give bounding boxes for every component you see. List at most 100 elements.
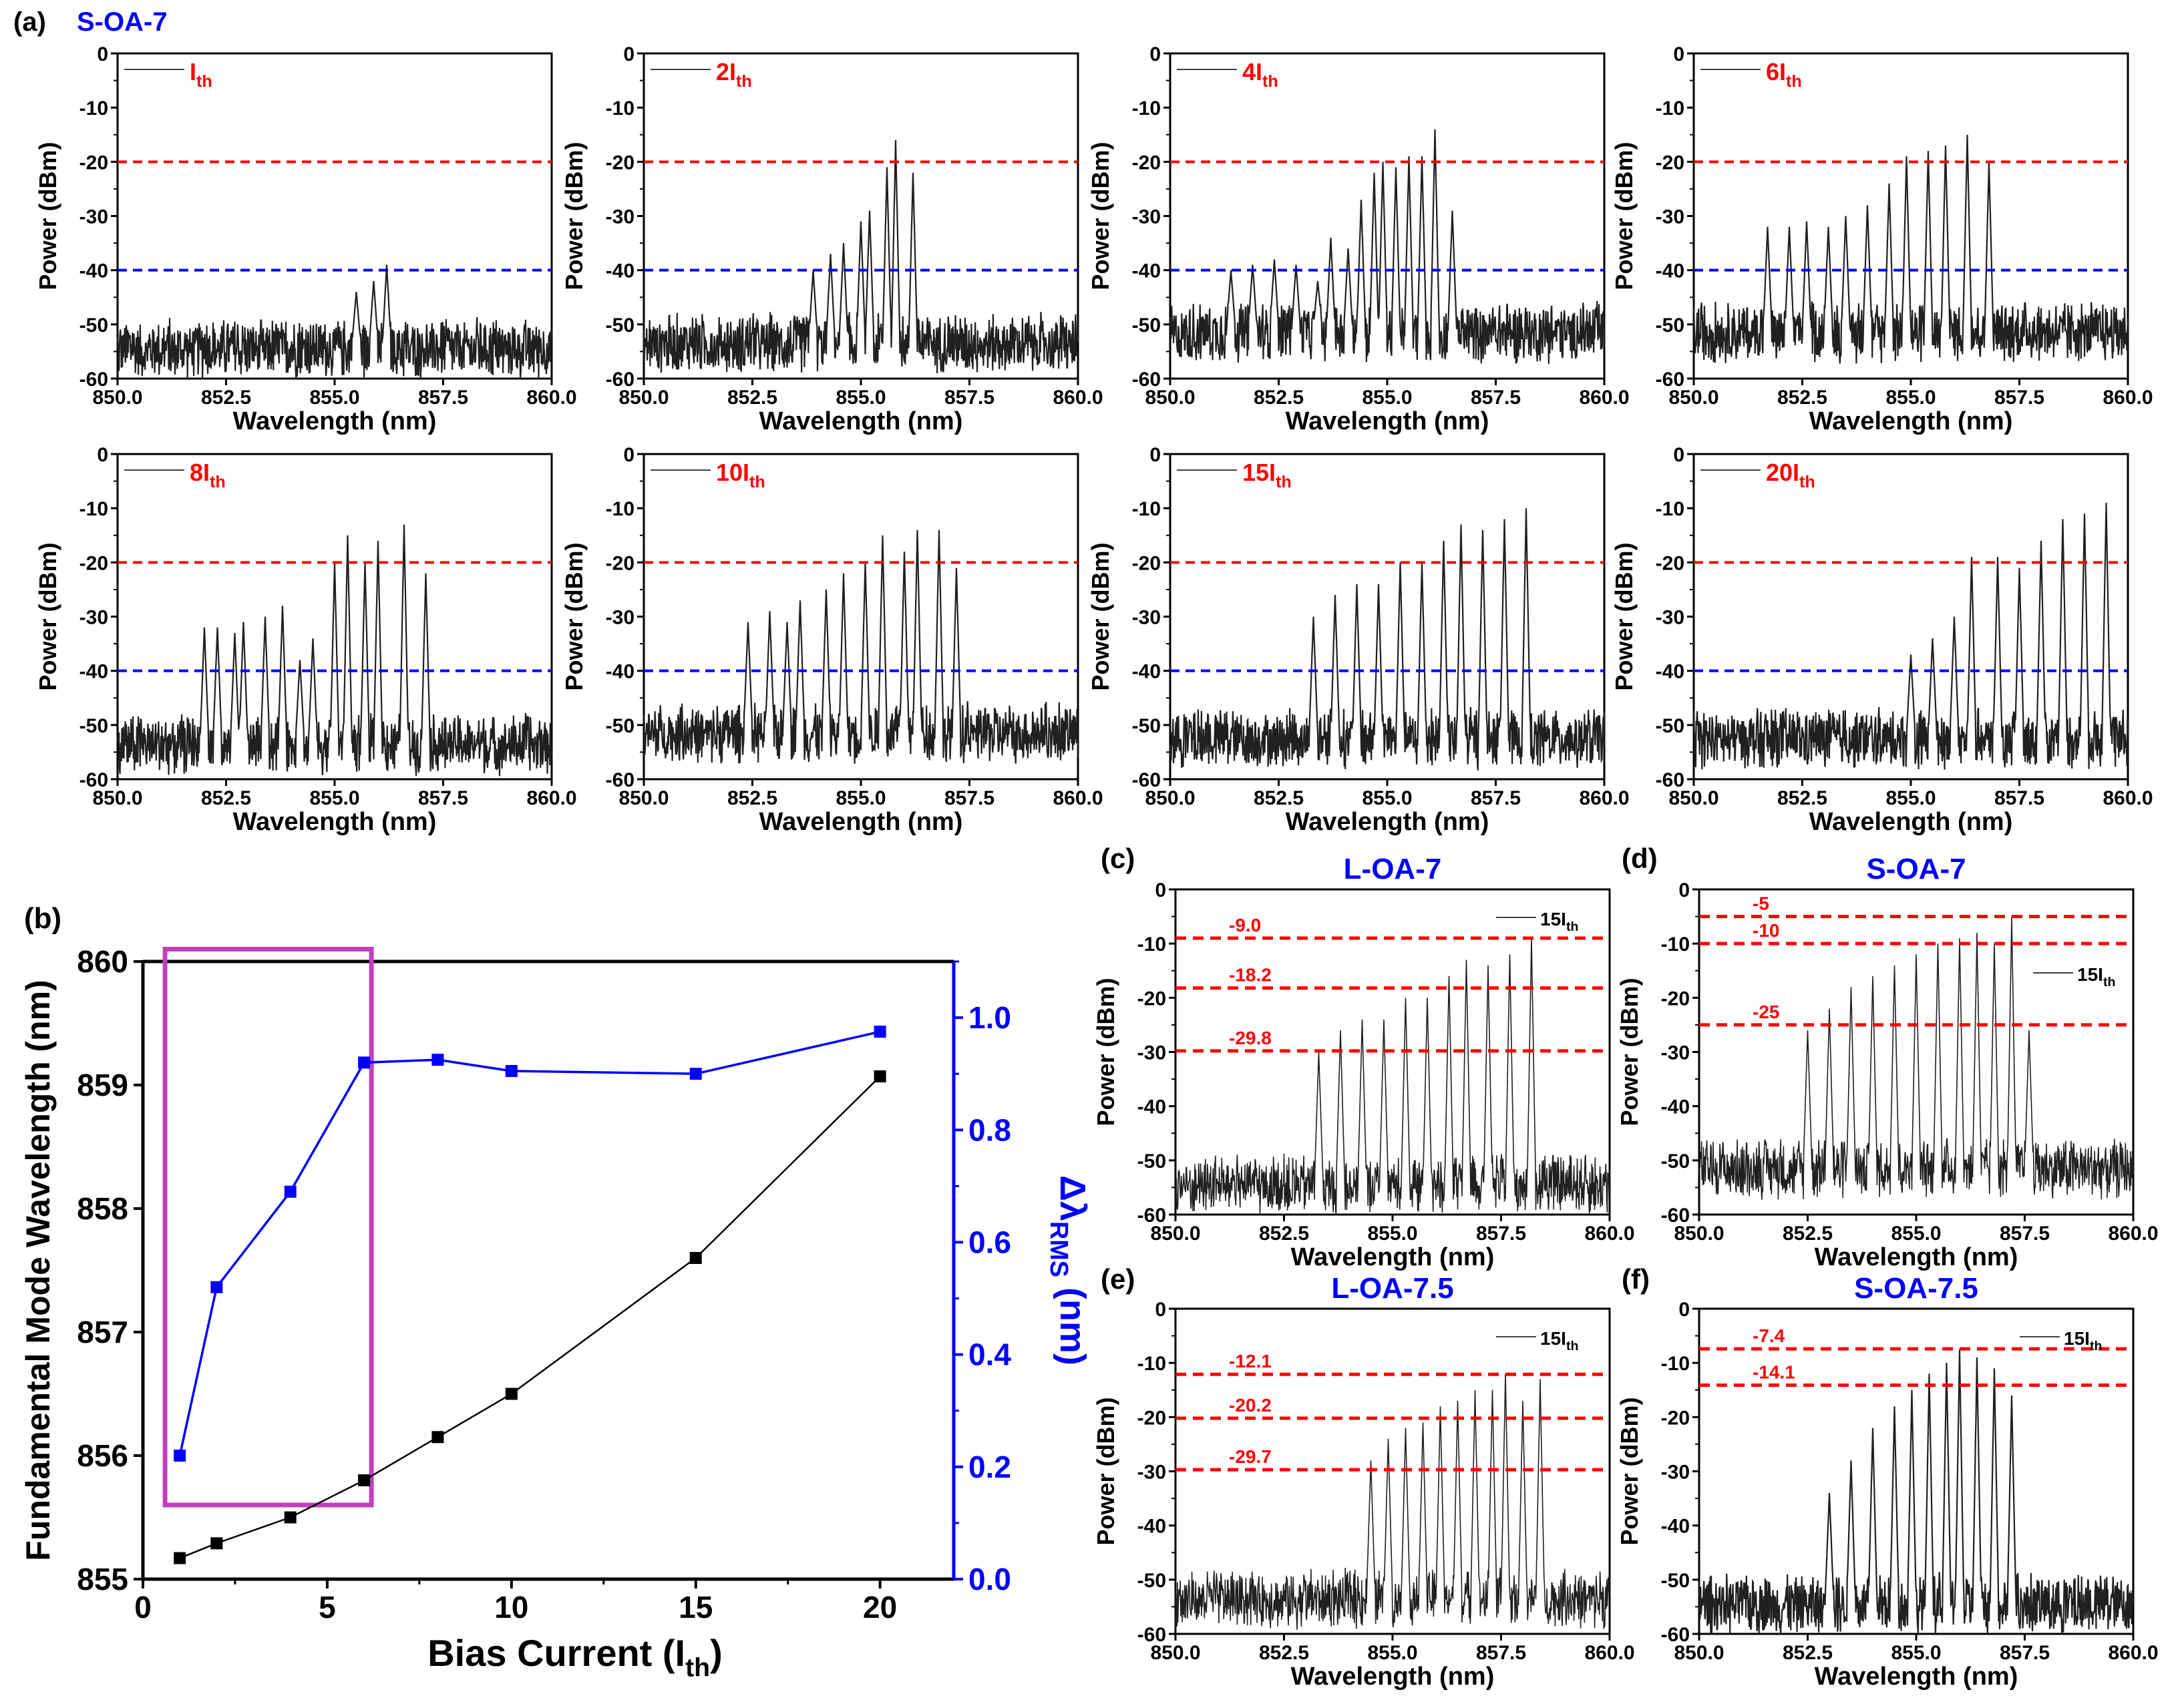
- panel-b-xlabel-close: ): [710, 1632, 723, 1674]
- subplot-Ith-ytick-label: -30: [79, 206, 108, 228]
- subplot-4Ith-ytick-label: -10: [1132, 97, 1161, 120]
- subplot-6Ith-xlabel: Wavelength (nm): [1809, 407, 2013, 435]
- legend-label-2Ith-main: 2I: [716, 58, 736, 85]
- subplot-Ith-ylabel: Power (dBm): [34, 142, 61, 290]
- panel-b-ylabel-right-main: Δλ: [1053, 1175, 1093, 1221]
- point-fundamental-wavelength: [431, 1431, 444, 1444]
- subplot-4Ith-ytick-label: 0: [1149, 43, 1161, 65]
- panel-d-xtick-label: 857.5: [2000, 1223, 2050, 1245]
- subplot-4Ith-ytick-label: -60: [1132, 369, 1161, 391]
- subplot-15Ith-spectrum-trace: [1169, 508, 1606, 771]
- subplot-15Ith-xlabel: Wavelength (nm): [1286, 808, 1489, 836]
- subplot-10Ith-xtick-label: 857.5: [944, 787, 994, 809]
- legend-label-4Ith-sub: th: [1262, 72, 1278, 91]
- panel-d-ytick-label: -30: [1661, 1042, 1690, 1064]
- panel-d-legend-label: 15Ith: [2077, 964, 2115, 990]
- panel-d-ytick-label: -20: [1661, 988, 1690, 1010]
- subplot-6Ith-spectrum-trace: [1692, 134, 2129, 364]
- legend-label-15Ith-main: 15I: [1242, 459, 1276, 486]
- point-fundamental-wavelength: [505, 1387, 518, 1400]
- subplot-Ith-xtick-label: 857.5: [418, 387, 468, 409]
- panel-c-legend-label: 15Ith: [1540, 909, 1578, 934]
- legend-label-2Ith: 2Ith: [716, 58, 752, 91]
- panel-c-spectrum-trace: [1175, 937, 1610, 1215]
- subplot-15Ith-xtick-label: 855.0: [1362, 787, 1412, 809]
- legend-label-Ith-main: I: [190, 58, 196, 85]
- point-rms-linewidth: [210, 1281, 223, 1293]
- subplot-6Ith-ytick-label: -10: [1656, 97, 1684, 120]
- subplot-15Ith-ytick-label: -10: [1132, 498, 1161, 520]
- point-rms-linewidth: [689, 1068, 702, 1080]
- subplot-Ith-ytick-label: -20: [79, 152, 108, 174]
- point-rms-linewidth: [284, 1185, 297, 1198]
- panel-f-spectrum-trace: [1698, 1349, 2135, 1635]
- panel-d-label: (d): [1622, 843, 1658, 874]
- panel-b-ylabel-left: Fundamental Mode Wavelength (nm): [19, 980, 57, 1560]
- panel-c-label: (c): [1101, 843, 1135, 874]
- subplot-Ith-xtick-label: 852.5: [201, 387, 251, 409]
- panel-b-xlabel-sub: th: [685, 1654, 710, 1683]
- legend-label-Ith: Ith: [190, 58, 212, 91]
- panel-e-xtick-label: 855.0: [1367, 1642, 1417, 1664]
- panel-b-xtick-label: 10: [494, 1590, 528, 1625]
- panel-d-ref-label: -25: [1753, 1002, 1779, 1022]
- panel-d-ref-label: -10: [1753, 920, 1779, 941]
- panel-f-legend-label-main: 15I: [2064, 1328, 2090, 1349]
- subplot-10Ith-ytick-label: -60: [606, 769, 634, 791]
- subplot-20Ith-xtick-label: 857.5: [1994, 787, 2044, 809]
- subplot-6Ith-ytick-label: -60: [1656, 369, 1684, 391]
- subplot-15Ith-ytick-label: -40: [1132, 661, 1161, 683]
- panel-b-xtick-label: 5: [319, 1590, 336, 1625]
- panel-f-label: (f): [1622, 1263, 1650, 1295]
- subplot-Ith-xlabel: Wavelength (nm): [233, 407, 437, 435]
- panel-c-sample-title: L-OA-7: [1344, 853, 1442, 885]
- panel-b-label: (b): [24, 902, 61, 935]
- panel-b-xtick-label: 0: [134, 1590, 152, 1625]
- point-rms-linewidth: [174, 1450, 186, 1462]
- panel-b-ytick-left-label: 858: [77, 1191, 128, 1226]
- subplot-4Ith-ytick-label: -50: [1132, 314, 1161, 337]
- panel-b-ylabel-right-close: (nm): [1053, 1277, 1093, 1365]
- subplot-20Ith-spectrum-trace: [1692, 502, 2129, 770]
- panel-b-ytick-left-label: 860: [77, 944, 128, 979]
- panel-c-xtick-label: 857.5: [1476, 1223, 1526, 1245]
- panel-e-xtick-label: 850.0: [1150, 1642, 1200, 1664]
- subplot-2Ith-xtick-label: 860.0: [1053, 387, 1103, 409]
- subplot-20Ith-ylabel: Power (dBm): [1610, 542, 1638, 690]
- subplot-10Ith-xtick-label: 860.0: [1053, 787, 1103, 809]
- panel-f-xtick-label: 857.5: [2000, 1642, 2050, 1664]
- panel-c-ref-label: -29.8: [1229, 1028, 1272, 1048]
- panel-d-ref-label: -5: [1753, 893, 1769, 914]
- subplot-2Ith-xtick-label: 857.5: [944, 387, 994, 409]
- panel-c-ref-label: -9.0: [1229, 915, 1261, 935]
- subplot-15Ith-ytick-label: -20: [1132, 552, 1161, 574]
- legend-label-10Ith: 10Ith: [716, 459, 765, 491]
- point-fundamental-wavelength: [174, 1552, 186, 1564]
- legend-label-10Ith-sub: th: [749, 473, 765, 491]
- subplot-6Ith-ytick-label: -40: [1656, 260, 1684, 282]
- subplot-2Ith-ytick-label: -60: [606, 369, 634, 391]
- panel-b-ylabel-right: ΔλRMS (nm): [1045, 1175, 1093, 1365]
- subplot-2Ith-spectrum-trace: [643, 140, 1079, 374]
- subplot-4Ith-xtick-label: 857.5: [1471, 387, 1521, 409]
- subplot-15Ith-ytick-label: 0: [1149, 444, 1161, 466]
- legend-label-20Ith-sub: th: [1799, 473, 1815, 491]
- subplot-15Ith-ytick-label: -50: [1132, 715, 1161, 737]
- panel-d-spectrum-trace: [1698, 916, 2134, 1200]
- subplot-6Ith-ytick-label: -50: [1656, 314, 1684, 337]
- subplot-2Ith-ytick-label: -20: [606, 152, 634, 174]
- subplot-15Ith-ylabel: Power (dBm): [1087, 542, 1114, 690]
- subplot-8Ith-xtick-label: 852.5: [201, 787, 251, 809]
- panel-f-ytick-label: 0: [1678, 1299, 1690, 1321]
- subplot-4Ith-xlabel: Wavelength (nm): [1286, 407, 1489, 435]
- panel-d-xtick-label: 860.0: [2108, 1223, 2158, 1245]
- subplot-Ith-xtick-label: 850.0: [92, 387, 142, 409]
- panel-c-ref-label: -18.2: [1229, 965, 1272, 986]
- subplot-Ith-ytick-label: -50: [79, 314, 108, 337]
- panel-e-ylabel: Power (dBm): [1092, 1397, 1119, 1545]
- subplot-8Ith-ytick-label: -10: [79, 498, 108, 520]
- panel-f-ytick-label: -30: [1661, 1462, 1690, 1484]
- panel-e-ytick-label: -60: [1137, 1624, 1166, 1646]
- subplot-15Ith-xtick-label: 850.0: [1145, 787, 1195, 809]
- panel-f: (f) S-OA-7.5 850.0 852.5 855.0 857.5 860.0 0 -10…: [1616, 1263, 2159, 1691]
